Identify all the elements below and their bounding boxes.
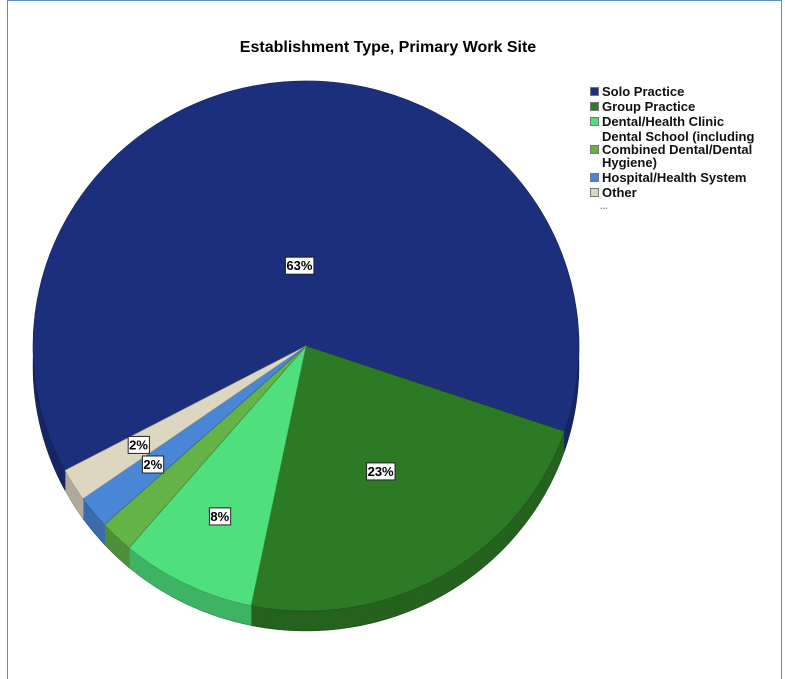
legend-text: Group Practice [602, 99, 696, 114]
legend-swatch [590, 188, 599, 197]
data-label-box [208, 507, 232, 526]
legend-text: Dental School (including Combined Dental… [602, 129, 755, 170]
chart-title: Establishment Type, Primary Work Site [239, 39, 537, 56]
slice [64, 345, 307, 500]
data-label-box [366, 462, 396, 481]
data-label-text: 2% [129, 437, 148, 452]
legend: Solo Practice Group Practice Dental/Health… [590, 85, 775, 211]
data-label-box [127, 435, 150, 454]
legend-text: Hospital/Health System [602, 170, 747, 185]
legend-item: Dental/Health Clinic [590, 115, 775, 128]
data-label-text: 8% [210, 509, 229, 524]
data-label: 63% [284, 256, 315, 275]
legend-text: Other [602, 185, 637, 200]
data-label-text: 63% [286, 258, 312, 273]
chart: 63% 23% 8% 2% 2% [32, 80, 580, 632]
legend-item: Solo Practice [590, 85, 775, 98]
legend-swatch [590, 145, 599, 154]
legend-more: ... [600, 201, 608, 211]
data-label: 23% [366, 462, 396, 481]
data-label: 2% [127, 435, 150, 454]
data-label: 2% [141, 455, 165, 474]
data-label-box [284, 256, 315, 275]
legend-swatch [590, 173, 599, 182]
data-label-box [141, 455, 165, 474]
legend-item: Group Practice [590, 100, 775, 113]
legend-text: Dental/Health Clinic [602, 114, 725, 129]
legend-item: Other [590, 186, 775, 199]
slice [128, 344, 307, 606]
legend-swatch [590, 87, 599, 96]
data-label-text: 23% [368, 464, 394, 479]
data-label-text: 2% [143, 457, 162, 472]
chart-frame: 63% 23% 8% 2% 2% Establishment Type, Primary… [7, 0, 782, 679]
slice [250, 345, 565, 612]
legend-item: Hospital/Health System [590, 171, 775, 184]
data-label: 8% [208, 507, 232, 526]
legend-swatch [590, 102, 599, 111]
slice [32, 80, 580, 471]
legend-swatch [590, 117, 599, 126]
legend-text: Solo Practice [602, 84, 685, 99]
legend-item: Dental School (including Combined Dental… [590, 130, 775, 169]
